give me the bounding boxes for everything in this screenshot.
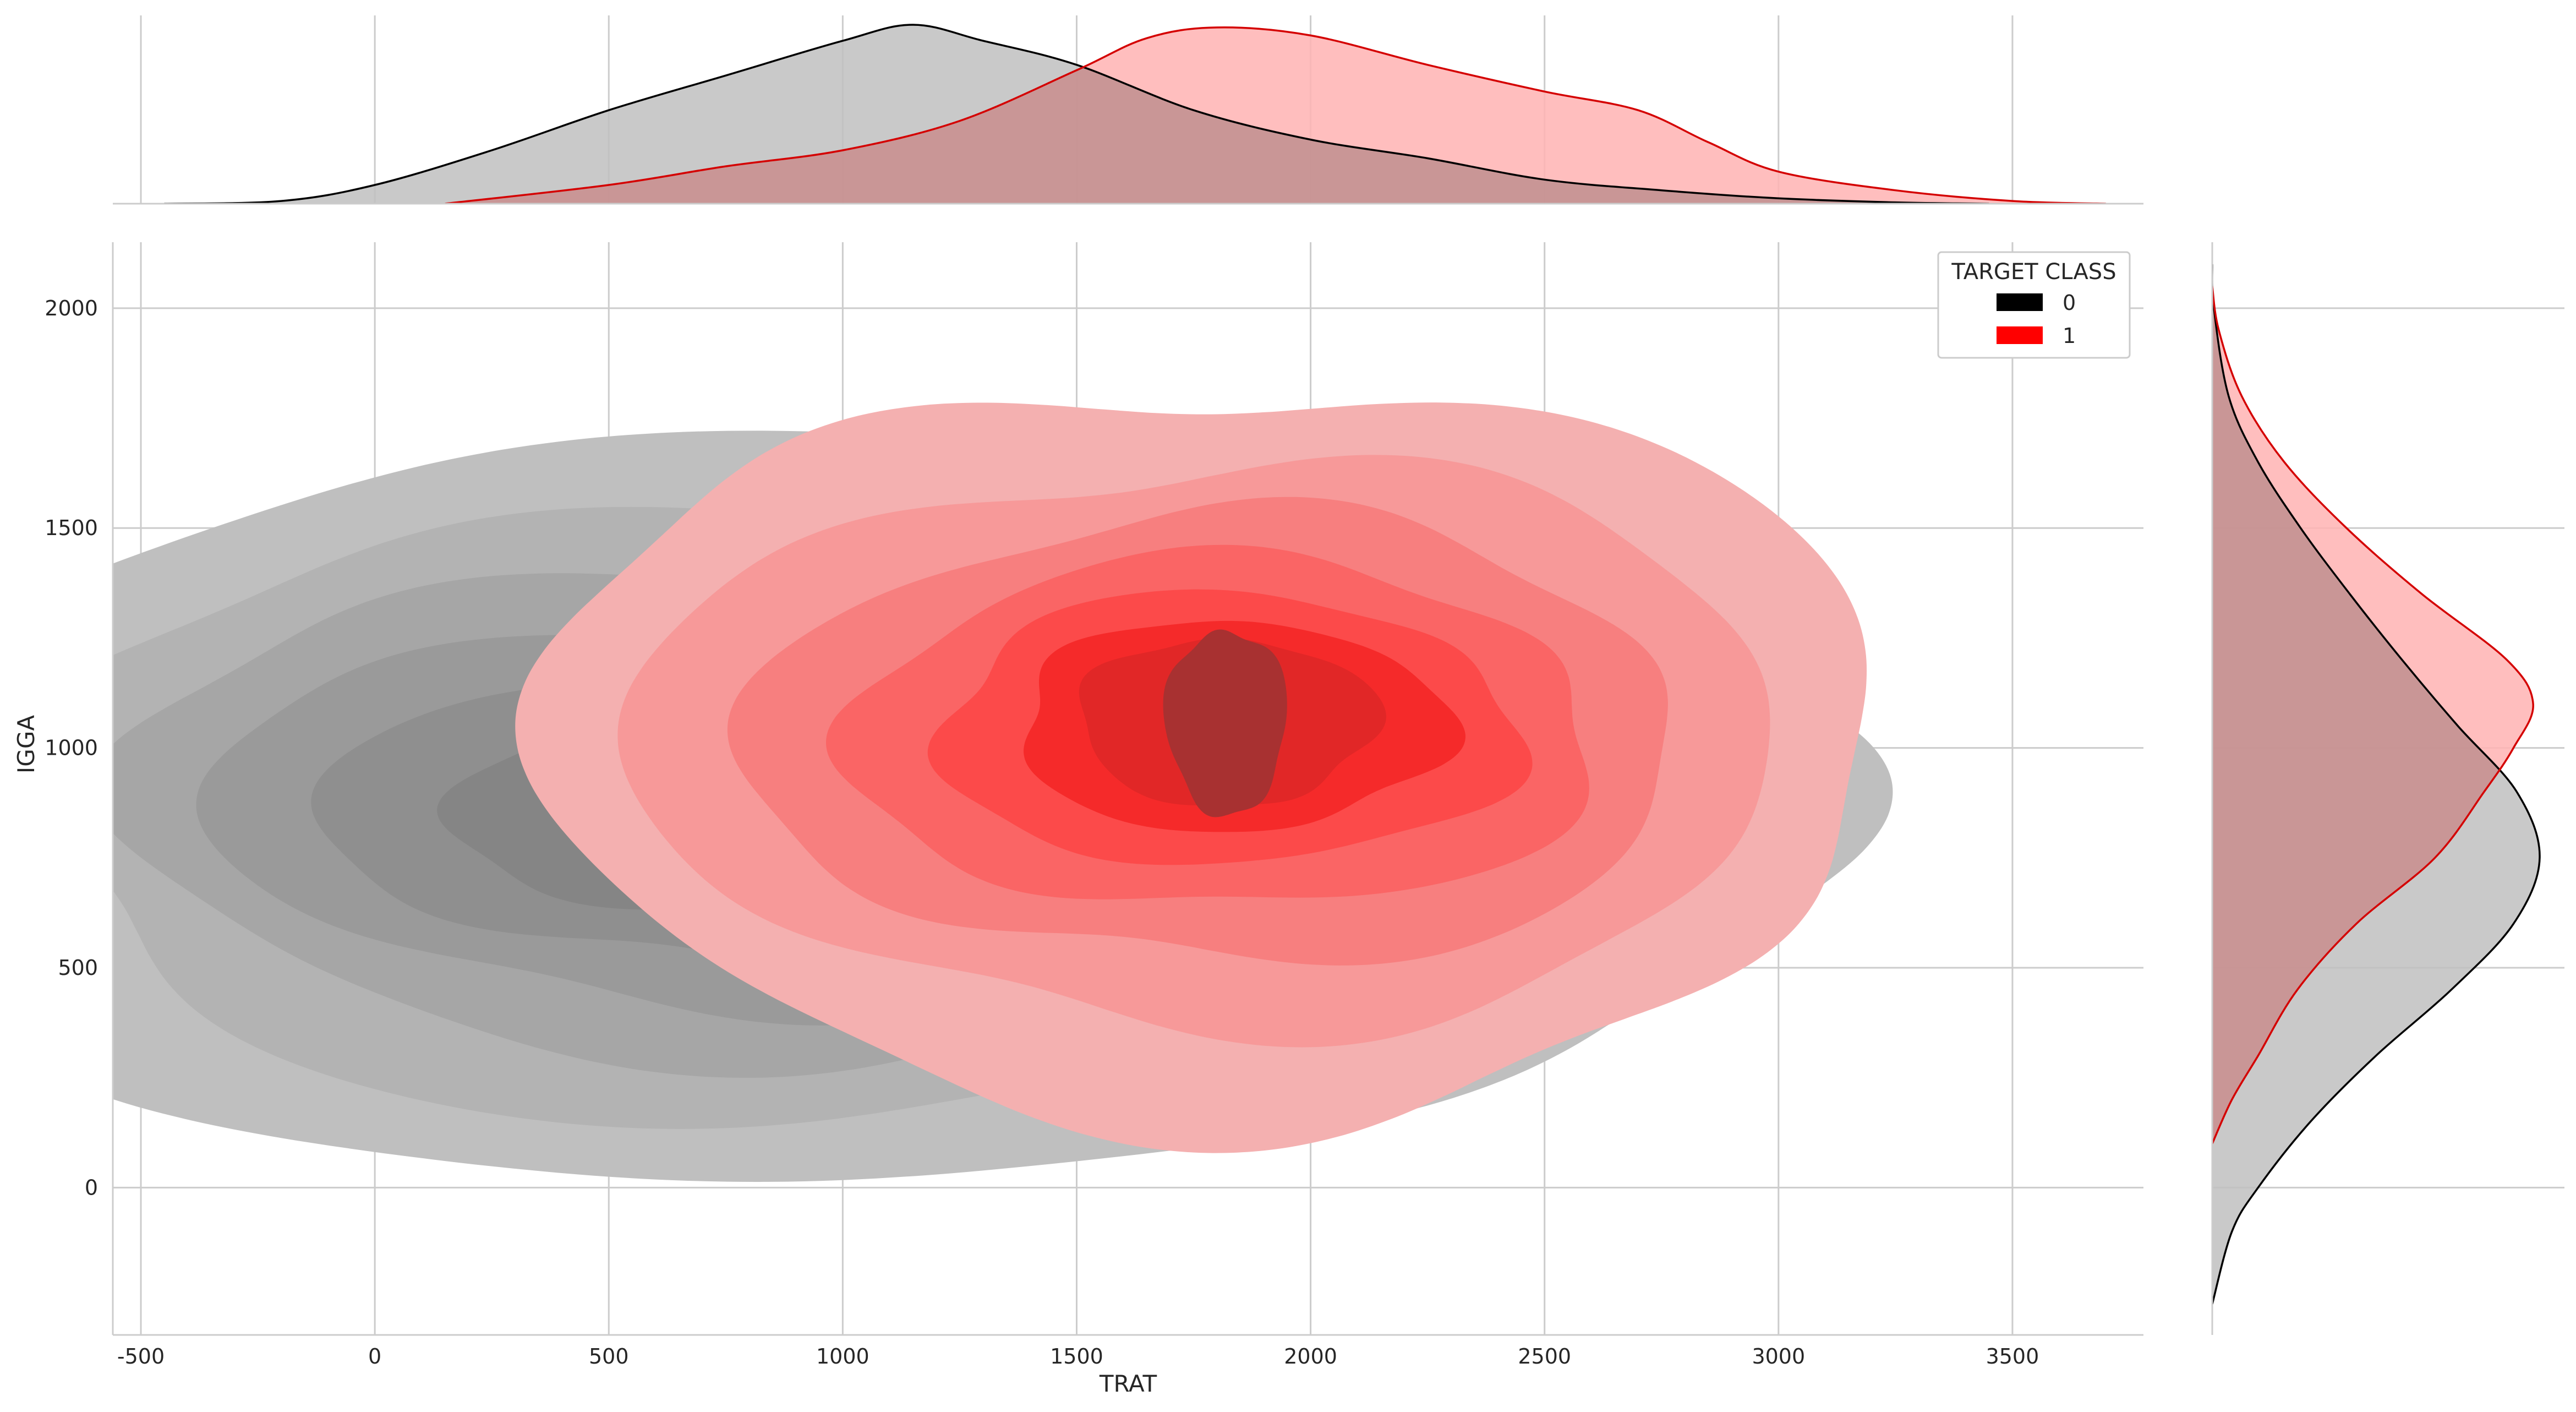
y-axis-label: IGGA xyxy=(13,715,40,773)
x-tick-label-3: 1000 xyxy=(816,1344,869,1369)
legend-label-1: 1 xyxy=(2063,324,2076,348)
top-density-line-1 xyxy=(445,26,2107,204)
x-tick-labels: -500 0 500 1000 1500 2000 2500 3000 3500 xyxy=(117,1344,2039,1369)
right-density-line-1 xyxy=(2212,286,2534,1144)
x-tick-label-1: 0 xyxy=(368,1344,381,1369)
x-tick-label-0: -500 xyxy=(117,1344,165,1369)
legend-swatch-0 xyxy=(1997,293,2043,311)
legend: TARGET CLASS 0 1 xyxy=(1937,251,2131,359)
y-tick-label-0: 0 xyxy=(85,1175,98,1200)
contours-class-1 xyxy=(515,402,1867,1153)
top-marginal-density xyxy=(164,24,2107,204)
y-tick-label-2: 1000 xyxy=(45,736,98,760)
x-tick-label-8: 3500 xyxy=(1986,1344,2039,1369)
x-tick-label-6: 2500 xyxy=(1518,1344,1571,1369)
y-tick-label-1: 500 xyxy=(58,956,98,980)
legend-title: TARGET CLASS xyxy=(1951,259,2116,285)
y-tick-labels: 0 500 1000 1500 2000 xyxy=(45,296,98,1200)
contour-1-level-7 xyxy=(1163,629,1287,817)
right-marginal-density xyxy=(2212,264,2541,1305)
y-tick-label-3: 1500 xyxy=(45,516,98,540)
x-tick-label-4: 1500 xyxy=(1050,1344,1103,1369)
x-tick-label-5: 2000 xyxy=(1284,1344,1337,1369)
legend-swatch-1 xyxy=(1997,326,2043,344)
axis-spines xyxy=(112,203,2213,1336)
y-tick-label-4: 2000 xyxy=(45,296,98,320)
x-tick-label-2: 500 xyxy=(589,1344,629,1369)
x-axis-label: TRAT xyxy=(1099,1370,1157,1397)
legend-label-0: 0 xyxy=(2063,291,2076,315)
top-density-fill-1 xyxy=(445,27,2107,204)
x-tick-label-7: 3000 xyxy=(1752,1344,1805,1369)
kde-contours xyxy=(113,402,1893,1182)
right-density-fill-1 xyxy=(2212,286,2534,1144)
